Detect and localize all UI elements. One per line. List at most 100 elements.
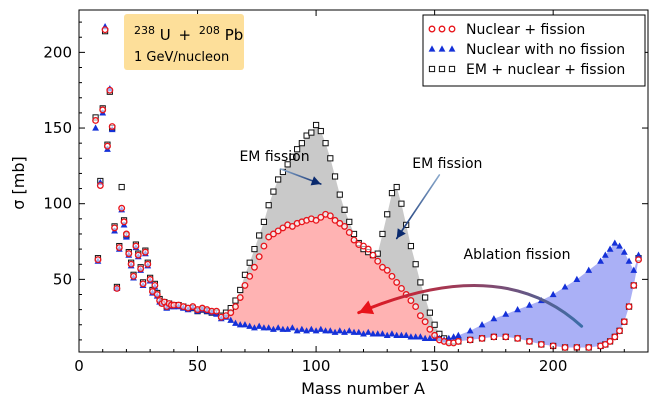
em-nuclear-fission-point [275,176,282,183]
ablation-fission-arrow-head [358,300,375,315]
nuclear-fission-point [146,275,154,283]
nuclear-fission-point [341,222,348,230]
nuclear-fission-point [326,212,334,220]
em-nuclear-fission-point [251,245,258,253]
nuclear-fission-point [241,281,249,289]
nuclear-fission-point [115,244,123,252]
nuclear-fission-point [108,123,116,130]
nuclear-fission-point [227,309,235,317]
nuclear-fission-point [317,213,325,221]
beam-energy: 1 GeV/nucleon [134,50,229,65]
nuclear-fission-point [421,318,429,326]
y-axis-label: σ [mb] [9,156,28,209]
nuclear-fission-point [122,230,130,238]
nuclear-fission-point [331,216,339,224]
no-fission-point [379,330,386,337]
reaction-box: 238 U + 208 Pb 1 GeV/nucleon [124,14,244,70]
nuclear-fission-point [635,256,642,264]
nuclear-fission-point [111,224,119,232]
no-fission-point [407,333,415,340]
axes: 0 50 100 150 200 50 100 150 200 [43,9,649,375]
nuclear-fission-point [466,336,474,344]
no-fission-point [625,257,633,264]
no-fission-point [478,321,486,328]
nuclear-fission-point [502,333,510,341]
no-fission-point [620,248,628,255]
em-nuclear-fission-point [232,297,239,304]
no-fission-region [458,243,639,348]
ablation-fission-arrow [357,283,584,328]
nuclear-fission-point [260,242,268,250]
nuclear-fission-point [127,260,135,268]
legend-em-nuclear-fission-marker [428,65,436,73]
em-nuclear-fission-point [118,183,125,191]
no-fission-point [601,251,609,258]
nuclear-fission-point [585,344,593,351]
nuclear-fission-point [312,216,320,224]
no-fission-point [298,325,306,332]
em-nuclear-fission-point [412,261,419,268]
nuclear-fission-point [213,307,220,315]
em-nuclear-fission-point [284,161,291,168]
y-tick-label: 50 [53,270,72,288]
nuclear-fission-point [350,236,358,244]
reaction-box-background [124,14,244,70]
em-nuclear-fission-point [237,286,244,294]
em-fission-label-2: EM fission [412,156,482,172]
no-fission-point [355,328,363,335]
no-fission-point [274,324,282,331]
nuclear-fission-point [379,263,386,271]
y-tick-label: 150 [43,119,72,137]
em-fission-label-1: EM fission [239,149,309,165]
nuclear-fission-point [388,272,396,280]
nuclear-fission-point [151,281,159,289]
no-fission-point [345,327,353,334]
reaction-label: 238 U + 208 Pb [134,20,243,44]
nuclear-fission-point [416,312,424,320]
target-symbol: Pb [225,26,244,44]
no-fission-point [417,333,424,340]
legend-no-fission-marker [448,45,456,52]
nuclear-fission-point [103,142,111,150]
nuclear-fission-point [360,242,367,250]
em-nuclear-fission-point [341,206,348,213]
nuclear-fission-point [125,250,133,258]
x-tick-label: 50 [188,357,207,375]
em-nuclear-fission-point [417,279,424,286]
em-fission-arrow-2 [395,174,441,240]
nuclear-fission-point [611,333,619,341]
nuclear-fission-point [144,260,152,268]
no-fission-point [374,330,382,337]
data-markers [92,23,642,351]
nuclear-fission-point [96,182,104,189]
em-nuclear-fission-point [294,146,301,153]
em-fission-arrow-2-head [396,228,406,239]
nuclear-fission-point [236,294,244,301]
nuclear-fission-point [250,263,258,271]
no-fission-point [265,324,273,331]
no-fission-point [241,321,249,328]
em-nuclear-fission-point [384,211,391,218]
nuclear-fission-point [222,312,230,320]
nuclear-fission-point [232,303,239,311]
em-nuclear-fission-point [246,259,253,266]
nuclear-fission-point [255,253,263,261]
em-nuclear-fission-point [265,202,272,209]
nuclear-fission-point [345,229,353,236]
no-fission-point [288,324,296,331]
em-nuclear-fission-point [422,294,429,301]
em-nuclear-fission-point [336,191,343,198]
nuclear-fission-point [153,291,161,298]
no-fission-point [350,328,358,335]
y-tick-label: 200 [43,43,72,61]
no-fission-point [236,321,244,328]
nuclear-fission-point [120,218,128,226]
nuclear-fission-point [412,303,420,311]
nuclear-fission-point [369,251,377,259]
no-fission-point [514,306,522,313]
nuclear-fission-point [137,265,145,273]
em-nuclear-fission-point [312,121,320,129]
em-nuclear-fission-point [298,140,305,147]
